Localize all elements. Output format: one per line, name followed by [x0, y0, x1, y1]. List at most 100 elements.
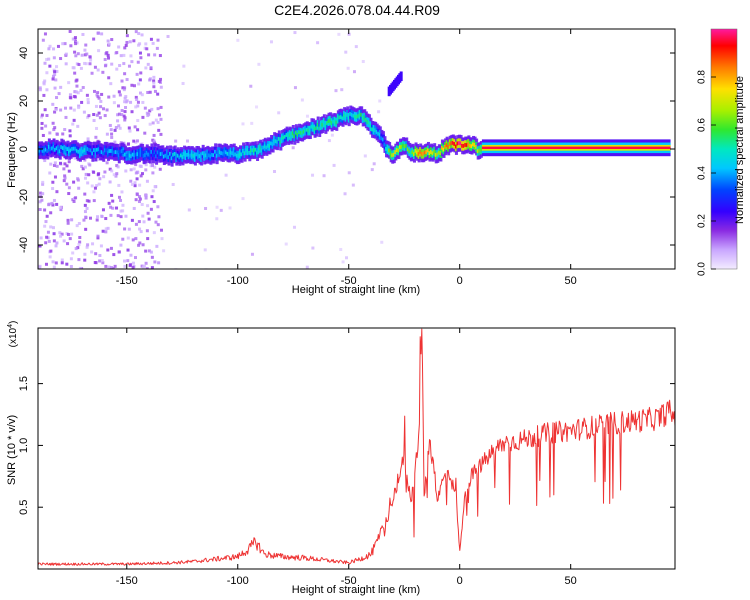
heatmap-core-cell	[336, 116, 340, 121]
heatmap-noise-cell	[71, 66, 75, 70]
heatmap-core-cell	[257, 147, 261, 152]
heatmap-core-cell	[284, 134, 288, 139]
heatmap-tone-core	[481, 146, 671, 149]
heatmap-noise-cell	[344, 50, 348, 54]
heatmap-core-cell	[374, 128, 378, 133]
heatmap-core-cell	[212, 153, 216, 158]
heatmap-noise-cell	[85, 199, 89, 203]
snr-y-tick-label: 1.0	[18, 438, 30, 453]
page-title: C2E4.2026.078.04.44.R09	[274, 2, 440, 18]
heatmap-noise-cell	[105, 51, 109, 55]
heatmap-noise-cell	[370, 168, 374, 172]
heatmap-noise-cell	[204, 206, 208, 210]
heatmap-noise-cell	[42, 93, 46, 97]
heatmap-noise-cell	[92, 199, 96, 203]
heatmap-noise-cell	[70, 218, 74, 222]
heatmap-noise-cell	[148, 109, 152, 113]
heatmap-noise-cell	[122, 53, 126, 57]
snr-panel: -150 -100 -50 0 50 0.5 1.0 1.5 Height of strai…	[6, 321, 676, 596]
heatmap-core-cell	[458, 141, 462, 146]
heatmap-branch-cell	[399, 71, 403, 82]
heatmap-noise-cell	[48, 44, 52, 48]
heatmap-core-cell	[437, 150, 441, 155]
heatmap-noise-cell	[154, 118, 158, 122]
spectrogram-x-tick-label: 50	[565, 275, 577, 287]
heatmap-noise-cell	[305, 114, 309, 118]
heatmap-core-cell	[265, 145, 269, 150]
heatmap-core-cell	[305, 127, 309, 132]
heatmap-core-cell	[211, 152, 215, 157]
heatmap-noise-cell	[125, 40, 129, 44]
heatmap-noise-cell	[134, 140, 138, 144]
heatmap-noise-cell	[79, 88, 83, 92]
heatmap-core-cell	[60, 145, 64, 149]
heatmap-core-cell	[465, 143, 469, 147]
heatmap-noise-cell	[53, 70, 57, 74]
heatmap-core-cell	[428, 151, 432, 156]
heatmap-noise-cell	[80, 164, 84, 168]
heatmap-noise-cell	[346, 66, 350, 70]
heatmap-noise-cell	[120, 79, 124, 83]
heatmap-noise-cell	[159, 117, 163, 121]
heatmap-core-cell	[472, 142, 476, 147]
heatmap-noise-cell	[44, 241, 48, 245]
heatmap-noise-cell	[39, 236, 43, 240]
heatmap-core-cell	[310, 124, 314, 129]
heatmap-noise-cell	[147, 249, 151, 253]
heatmap-noise-cell	[152, 79, 156, 83]
heatmap-noise-cell	[94, 135, 98, 139]
heatmap-core-cell	[386, 147, 390, 152]
heatmap-noise-cell	[351, 183, 355, 187]
heatmap-core-cell	[119, 149, 123, 154]
heatmap-noise-cell	[99, 105, 103, 109]
heatmap-core-cell	[125, 154, 129, 158]
heatmap-noise-cell	[81, 32, 85, 36]
heatmap-noise-cell	[120, 113, 124, 117]
heatmap-noise-cell	[136, 118, 140, 122]
heatmap-noise-cell	[138, 51, 142, 55]
heatmap-core-cell	[179, 153, 183, 158]
heatmap-core-cell	[426, 148, 430, 153]
heatmap-noise-cell	[215, 217, 219, 221]
heatmap-noise-cell	[109, 266, 113, 269]
heatmap-noise-cell	[63, 42, 67, 46]
heatmap-noise-cell	[117, 222, 121, 226]
heatmap-noise-cell	[85, 245, 89, 249]
heatmap-core-cell	[353, 114, 357, 119]
heatmap-core-cell	[467, 141, 471, 146]
heatmap-core-cell	[447, 144, 451, 149]
heatmap-noise-cell	[108, 167, 112, 171]
heatmap-noise-cell	[115, 206, 119, 210]
heatmap-core-cell	[207, 153, 211, 158]
heatmap-noise-cell	[107, 56, 111, 60]
colorbar-label: Normalized spectral amplitude	[734, 76, 746, 224]
heatmap-noise-cell	[83, 210, 87, 214]
heatmap-noise-cell	[83, 203, 87, 207]
heatmap-core-cell	[332, 119, 336, 124]
heatmap-noise-cell	[127, 64, 131, 68]
heatmap-noise-cell	[39, 191, 43, 195]
heatmap-noise-cell	[113, 128, 117, 132]
heatmap-noise-cell	[344, 256, 348, 260]
heatmap-noise-cell	[109, 205, 113, 209]
heatmap-noise-cell	[122, 114, 126, 118]
heatmap-noise-cell	[44, 262, 48, 266]
heatmap-noise-cell	[53, 110, 57, 114]
heatmap-noise-cell	[95, 126, 99, 130]
heatmap-core-cell	[111, 149, 115, 154]
heatmap-core-cell	[451, 140, 455, 145]
heatmap-core-cell	[468, 143, 472, 148]
heatmap-core-cell	[403, 144, 407, 149]
spectrogram-x-ticks: -150 -100 -50 0 50	[116, 29, 577, 287]
heatmap-noise-cell	[112, 173, 116, 177]
heatmap-noise-cell	[107, 95, 111, 99]
heatmap-core-cell	[358, 112, 362, 117]
heatmap-noise-cell	[144, 42, 148, 46]
heatmap-noise-cell	[38, 88, 42, 92]
heatmap-core-cell	[127, 153, 131, 158]
heatmap-noise-cell	[150, 266, 154, 269]
heatmap-core-cell	[147, 152, 151, 157]
heatmap-noise-cell	[120, 109, 124, 113]
heatmap-noise-cell	[45, 114, 49, 118]
heatmap-noise-cell	[92, 170, 96, 174]
